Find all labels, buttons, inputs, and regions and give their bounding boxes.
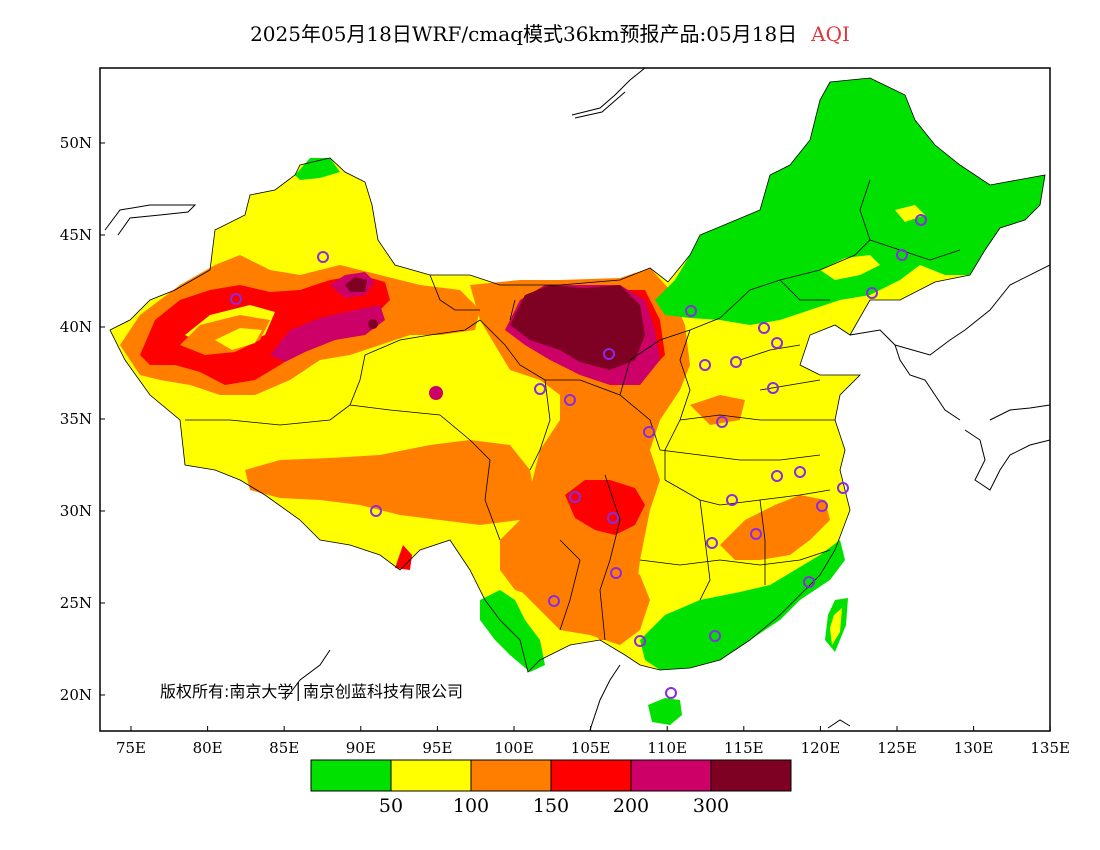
colorbar-swatch [310, 759, 392, 792]
plot-frame [99, 67, 1051, 732]
x-tick-label: 130E [954, 739, 994, 757]
city-marker [767, 382, 779, 394]
y-tick-label: 35N [60, 410, 92, 428]
y-tick-label: 20N [60, 686, 92, 704]
city-marker [230, 293, 242, 305]
region-unhealthy-sichuan [565, 480, 645, 535]
city-marker [699, 359, 711, 371]
x-axis: 75E 80E 85E 90E 95E 100E 105E 110E 115E 120E 125E 1… [116, 726, 1070, 757]
city-marker [534, 383, 546, 395]
title-variable: AQI [811, 22, 850, 46]
city-marker [643, 426, 655, 438]
region-moderate-taiwan-core [830, 608, 842, 645]
city-marker [709, 630, 721, 642]
city-marker [685, 305, 697, 317]
colorbar-label: 100 [453, 795, 489, 817]
city-marker [716, 416, 728, 428]
region-very-unhealthy-spot [429, 386, 443, 400]
x-tick-label: 135E [1030, 739, 1070, 757]
city-marker [706, 537, 718, 549]
x-tick-label: 80E [193, 739, 223, 757]
x-tick-label: 115E [724, 739, 764, 757]
city-marker [317, 251, 329, 263]
y-tick-label: 30N [60, 502, 92, 520]
x-tick-label: 105E [571, 739, 611, 757]
city-marker [866, 287, 878, 299]
city-marker [603, 348, 615, 360]
aqi-colorbar: 50 100 150 200 300 [310, 759, 792, 817]
region-good-southeast [640, 540, 845, 670]
region-hazardous-spot [368, 319, 378, 329]
x-tick-label: 90E [346, 739, 376, 757]
city-marker [564, 394, 576, 406]
map-title: 2025年05月18日WRF/cmaq模式36km预报产品:05月18日 AQI [0, 18, 1100, 47]
region-usg-jiangxi [720, 495, 830, 560]
region-unhealthy-tibet-spot [395, 545, 412, 570]
region-moderate-ne-patch [820, 255, 880, 280]
city-marker [771, 470, 783, 482]
x-tick-label: 85E [269, 739, 299, 757]
y-tick-label: 50N [60, 134, 92, 152]
city-marker [634, 635, 646, 647]
map-plot-area: 版权所有:南京大学│南京创蓝科技有限公司 [100, 68, 1050, 731]
city-marker [665, 687, 677, 699]
colorbar-swatch [390, 759, 472, 792]
region-good-hainan [648, 698, 682, 725]
region-usg-east [690, 395, 745, 425]
region-good-southwest [480, 590, 545, 672]
city-marker [548, 595, 560, 607]
y-tick-label: 45N [60, 226, 92, 244]
region-very-unhealthy-xinjiang [270, 305, 385, 362]
city-marker [771, 337, 783, 349]
city-marker [896, 249, 908, 261]
city-marker [750, 528, 762, 540]
colorbar-swatch [550, 759, 632, 792]
x-tick-label: 110E [647, 739, 687, 757]
y-tick-label: 25N [60, 594, 92, 612]
colorbar-label: 300 [693, 795, 729, 817]
x-tick-label: 120E [801, 739, 841, 757]
colorbar-swatch [470, 759, 552, 792]
city-marker [607, 512, 619, 524]
coastlines [104, 68, 1050, 731]
y-tick-label: 40N [60, 318, 92, 336]
city-marker [794, 466, 806, 478]
x-tick-label: 125E [877, 739, 917, 757]
colorbar-label: 150 [533, 795, 569, 817]
city-marker [610, 567, 622, 579]
x-tick-label: 75E [116, 739, 146, 757]
city-markers [230, 214, 927, 699]
city-marker [370, 505, 382, 517]
colorbar-swatch [710, 759, 792, 792]
x-tick-label: 95E [422, 739, 452, 757]
province-borders [109, 77, 1046, 673]
colorbar-label: 200 [613, 795, 649, 817]
city-marker [915, 214, 927, 226]
region-moderate-ne-patch-2 [895, 205, 925, 222]
region-usg-central [245, 440, 535, 525]
city-marker [726, 494, 738, 506]
y-axis: 20N 25N 30N 35N 40N 45N 50N [60, 134, 105, 704]
city-marker [837, 482, 849, 494]
title-text: 2025年05月18日WRF/cmaq模式36km预报产品:05月18日 [250, 22, 798, 46]
region-usg-south [515, 540, 650, 645]
city-marker [803, 576, 815, 588]
city-marker [730, 356, 742, 368]
copyright-text: 版权所有:南京大学│南京创蓝科技有限公司 [160, 681, 463, 701]
colorbar-swatch [630, 759, 712, 792]
region-moderate-xinjiang-hole-2 [215, 328, 262, 350]
region-good-northeast [655, 78, 1045, 325]
colorbar-label: 50 [379, 795, 403, 817]
region-hazardous-turpan [345, 277, 367, 292]
x-tick-label: 100E [494, 739, 534, 757]
city-marker [816, 500, 828, 512]
city-marker [569, 491, 581, 503]
city-marker [758, 322, 770, 334]
